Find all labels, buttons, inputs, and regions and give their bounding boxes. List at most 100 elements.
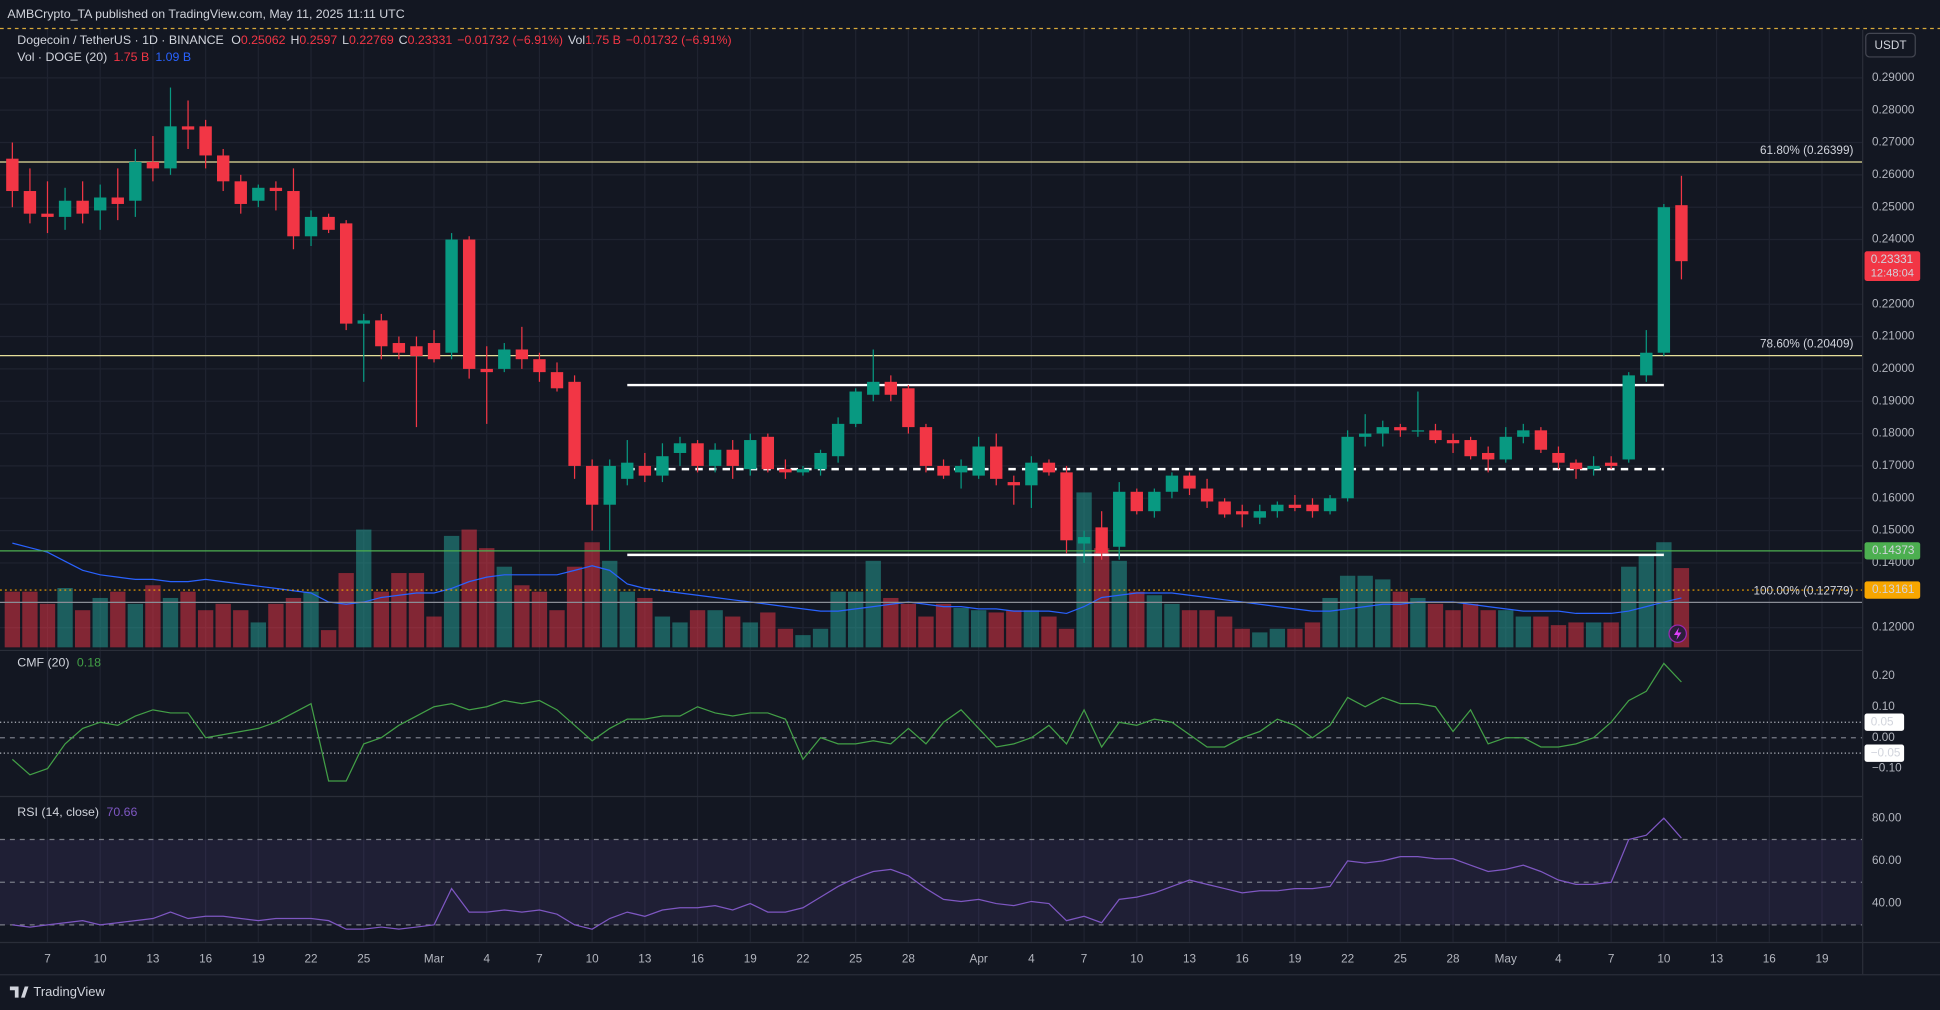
volume-bar	[970, 610, 987, 648]
x-tick-label: 16	[199, 952, 213, 965]
candle-body	[1306, 504, 1319, 512]
last-price-text: 0.23331	[1871, 253, 1913, 266]
volume-bar	[1216, 616, 1233, 648]
y-tick-label: 0.22000	[1872, 297, 1915, 310]
candle-body	[287, 191, 300, 237]
candle-body	[568, 381, 581, 466]
volume-ma-line	[12, 542, 1682, 615]
x-tick-label: Apr	[970, 952, 988, 965]
volume-bar	[233, 610, 249, 648]
candle-body	[164, 126, 177, 169]
y-tick-label: 0.27000	[1872, 136, 1915, 149]
x-tick-label: 13	[1183, 952, 1197, 965]
candle-body	[427, 343, 441, 360]
candle-body	[217, 155, 230, 182]
candle-body	[252, 187, 265, 201]
volume-bar	[1076, 492, 1092, 648]
alert-icon-bolt[interactable]	[1673, 627, 1682, 640]
candle-body	[269, 187, 283, 192]
currency-button-box[interactable]	[1865, 32, 1916, 58]
volume-bar	[1164, 603, 1180, 648]
candle-body	[1288, 504, 1302, 508]
candle-body	[1025, 462, 1038, 486]
volume-bar	[479, 548, 495, 648]
candle-body	[480, 368, 493, 373]
volume-bar	[1550, 625, 1567, 648]
volume-bar	[1357, 575, 1373, 648]
x-tick-label: Mar	[424, 952, 444, 965]
x-tick-label: 7	[1081, 952, 1088, 965]
volume-bar	[356, 529, 372, 648]
plot: 61.80% (0.26399) 78.60% (0.20409) 100.00% …	[0, 87, 1863, 930]
cmf-line	[11, 662, 1682, 782]
candle-body	[322, 216, 335, 230]
candle-body	[1499, 436, 1512, 460]
volume-bar	[1638, 554, 1654, 648]
candle-body	[1236, 511, 1249, 515]
y-tick-label: 0.16000	[1872, 491, 1915, 504]
candle-body	[796, 469, 810, 473]
volume-bar	[602, 560, 618, 648]
candle-body	[1587, 465, 1600, 470]
currency-button-text[interactable]: USDT	[1875, 39, 1907, 52]
x-tick-label: 4	[483, 952, 490, 965]
candle-body	[533, 359, 546, 373]
x-tick-label: 19	[1815, 952, 1828, 965]
volume-bar	[320, 630, 337, 648]
candle-body	[181, 126, 195, 130]
last-price-badge	[1864, 251, 1921, 281]
volume-bar	[215, 603, 231, 648]
volume-bar	[777, 628, 794, 648]
volume-bar	[443, 535, 460, 648]
candle-body	[779, 469, 792, 473]
x-tick-label: 13	[1710, 952, 1724, 965]
fib-label: 78.60% (0.20409)	[1760, 338, 1853, 351]
legend-rsi: RSI (14, close) 70.66	[17, 805, 137, 819]
volume-bar	[268, 603, 284, 648]
volume-bar	[637, 597, 653, 648]
volume-bar	[1252, 632, 1268, 648]
x-tick-label: 16	[691, 952, 705, 965]
candle-body	[990, 446, 1003, 479]
candle-body	[1253, 511, 1266, 518]
candle-body	[726, 449, 739, 466]
candle-body	[1148, 491, 1161, 512]
candle-body	[1622, 375, 1635, 460]
candle-body	[1341, 436, 1354, 499]
volume-bar	[1515, 616, 1531, 648]
volume-bar	[619, 591, 635, 648]
alert-icon[interactable]	[1668, 624, 1687, 644]
volume-bar	[531, 591, 548, 648]
cmf-tick-label: −0.10	[1872, 762, 1902, 775]
candle-body	[1446, 440, 1460, 444]
candle-body	[919, 427, 933, 466]
volume-bar	[1339, 575, 1356, 648]
volume-bar	[1375, 579, 1391, 648]
volume-bar	[549, 610, 565, 648]
candle-body	[1604, 462, 1618, 466]
candle-body	[954, 465, 968, 473]
volume-bar	[1445, 610, 1461, 648]
volume-bar	[1568, 622, 1584, 648]
candle-body	[744, 440, 757, 470]
candle-body	[1376, 427, 1389, 434]
vol-value: 1.75 B	[585, 33, 621, 47]
candle-body	[638, 465, 652, 476]
volume-value: 1.75 B	[113, 50, 149, 64]
volume-bar	[707, 610, 723, 648]
cmf-value: 0.18	[77, 656, 101, 670]
candle-body	[831, 423, 845, 457]
currency-button[interactable]: USDT	[1865, 32, 1916, 58]
candle-body	[58, 200, 72, 217]
brand-logo: TradingView	[9, 984, 105, 999]
x-tick-label: 10	[1657, 952, 1671, 965]
y-tick-label: 0.19000	[1872, 394, 1915, 407]
rsi-tick-label: 60.00	[1872, 854, 1902, 867]
cmf-tick-label: 0.20	[1872, 669, 1895, 682]
candle-body	[1552, 452, 1565, 463]
candle-body	[1517, 430, 1530, 437]
countdown-text: 12:48:04	[1871, 267, 1914, 279]
ohlc-value: 0.25062	[241, 33, 286, 47]
volume-bar	[496, 566, 512, 648]
volume-bar	[883, 597, 899, 648]
